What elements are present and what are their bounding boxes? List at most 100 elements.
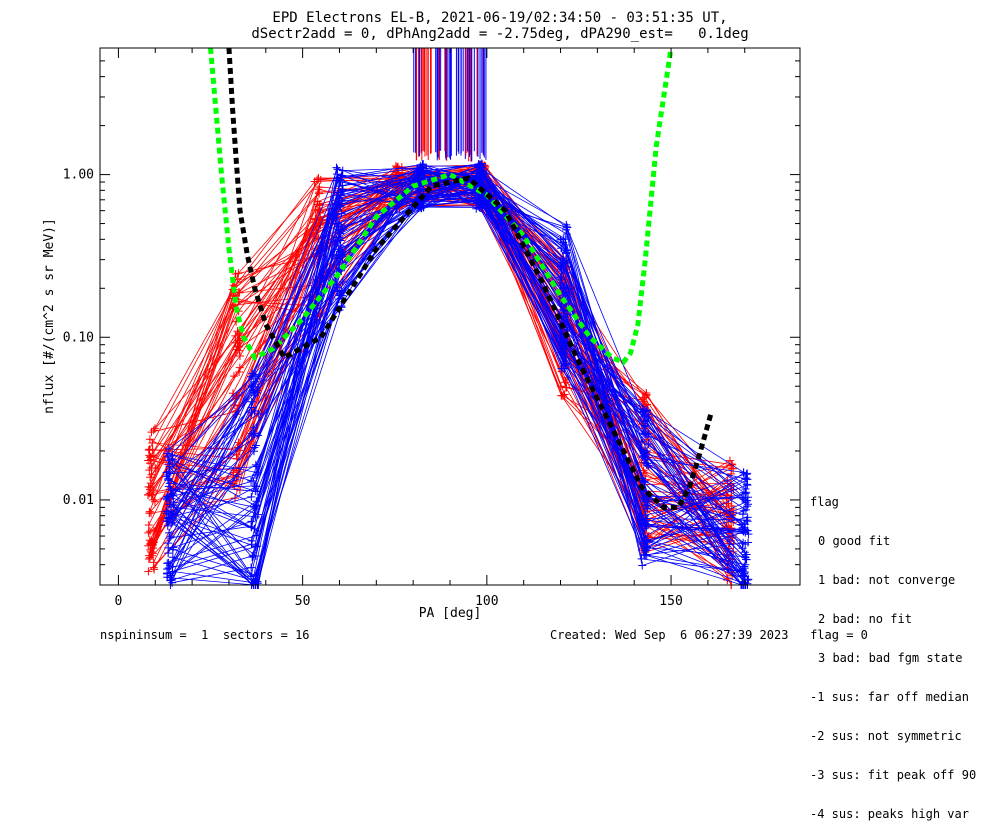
blue-series-marker bbox=[741, 485, 750, 494]
blue-series-marker bbox=[744, 538, 753, 547]
chart-plot: 0 50 100 150 0.01 0.10 1.00 PA [deg] nflux [#/… bbox=[42, 47, 801, 621]
blue-series-line bbox=[172, 195, 748, 541]
blue-series-marker bbox=[249, 447, 258, 456]
blue-series-line bbox=[167, 174, 748, 554]
blue-series-marker bbox=[338, 291, 347, 300]
blue-series-marker bbox=[163, 452, 172, 461]
blue-series-line bbox=[167, 179, 743, 586]
blue-series-marker bbox=[742, 480, 751, 489]
red-series-marker bbox=[147, 463, 156, 472]
blue-series-marker bbox=[336, 236, 345, 245]
blue-series-marker bbox=[417, 204, 426, 213]
red-series-marker bbox=[234, 269, 243, 278]
red-series-marker bbox=[642, 389, 651, 398]
red-series-marker bbox=[557, 391, 566, 400]
legend-item: 1 bad: not converge bbox=[818, 573, 956, 587]
red-series-marker bbox=[144, 520, 153, 529]
blue-series-marker bbox=[165, 517, 174, 526]
red-series-marker bbox=[146, 452, 155, 461]
blue-series-marker bbox=[247, 492, 256, 501]
blue-series-marker bbox=[164, 543, 173, 552]
blue-series-marker bbox=[562, 220, 571, 229]
blue-series-marker bbox=[334, 182, 343, 191]
blue-series-marker bbox=[556, 281, 565, 290]
blue-series-marker bbox=[642, 497, 651, 506]
legend-item: 2 bad: no fit bbox=[818, 612, 912, 626]
x-axis-label: PA [deg] bbox=[419, 606, 482, 621]
blue-series-marker bbox=[337, 196, 346, 205]
red-series-marker bbox=[145, 553, 154, 562]
blue-series-line bbox=[169, 163, 747, 558]
blue-series-marker bbox=[251, 542, 260, 551]
blue-series-marker bbox=[338, 225, 347, 234]
blue-series-line bbox=[168, 171, 743, 586]
blue-series-marker bbox=[252, 374, 261, 383]
blue-series-marker bbox=[561, 360, 570, 369]
blue-series-marker bbox=[644, 440, 653, 449]
blue-series-marker bbox=[333, 287, 342, 296]
blue-series-marker bbox=[743, 517, 752, 526]
red-series-marker bbox=[316, 208, 325, 217]
y-axis-label: nflux [#/(cm^2 s sr MeV)] bbox=[42, 218, 57, 414]
legend-item: -4 sus: peaks high var bbox=[810, 807, 969, 821]
blue-series-marker bbox=[247, 563, 256, 572]
blue-series-marker bbox=[742, 488, 751, 497]
blue-series-line bbox=[170, 173, 743, 531]
blue-series-marker bbox=[251, 575, 260, 584]
red-series-marker bbox=[145, 509, 154, 518]
blue-series-marker bbox=[562, 256, 571, 265]
blue-series-marker bbox=[333, 219, 342, 228]
red-series-marker bbox=[147, 470, 156, 479]
blue-series-marker bbox=[563, 284, 572, 293]
blue-series-marker bbox=[252, 502, 261, 511]
blue-series-marker bbox=[165, 528, 174, 537]
y-tick-label: 0.10 bbox=[63, 330, 94, 345]
blue-series-marker bbox=[168, 491, 177, 500]
red-series-marker bbox=[232, 345, 241, 354]
red-series-marker bbox=[235, 367, 244, 376]
red-series-marker bbox=[310, 177, 319, 186]
blue-series-line bbox=[166, 190, 748, 586]
red-series-marker bbox=[231, 331, 240, 340]
blue-series-marker bbox=[640, 478, 649, 487]
blue-series-marker bbox=[738, 510, 747, 519]
red-series-marker bbox=[314, 174, 323, 183]
blue-series-marker bbox=[739, 571, 748, 580]
blue-series-marker bbox=[247, 372, 256, 381]
blue-series-marker bbox=[253, 386, 262, 395]
red-series-marker bbox=[638, 395, 647, 404]
blue-series-marker bbox=[559, 364, 568, 373]
blue-series-marker bbox=[640, 521, 649, 530]
blue-series-marker bbox=[337, 171, 346, 180]
blue-series-marker bbox=[743, 493, 752, 502]
x-tick-label: 0 bbox=[115, 594, 123, 609]
legend-title: flag bbox=[810, 495, 839, 509]
blue-series-marker bbox=[251, 551, 260, 560]
blue-series-marker bbox=[741, 474, 750, 483]
blue-series-marker bbox=[332, 163, 341, 172]
blue-series-line bbox=[172, 165, 746, 569]
legend-item: 3 bad: bad fgm state bbox=[818, 651, 963, 665]
blue-series-marker bbox=[166, 576, 175, 585]
blue-series-marker bbox=[737, 520, 746, 529]
red-series-marker bbox=[229, 372, 238, 381]
blue-series-marker bbox=[643, 446, 652, 455]
red-series-marker bbox=[234, 467, 243, 476]
blue-series-line bbox=[173, 173, 749, 556]
blue-series-marker bbox=[249, 477, 258, 486]
blue-series-marker bbox=[338, 250, 347, 259]
blue-series-marker bbox=[642, 551, 651, 560]
blue-series-marker bbox=[557, 275, 566, 284]
blue-series-marker bbox=[643, 405, 652, 414]
blue-series-marker bbox=[558, 339, 567, 348]
blue-series-line bbox=[166, 174, 748, 586]
blue-series-marker bbox=[638, 515, 647, 524]
blue-series-marker bbox=[478, 200, 487, 209]
blue-series-marker bbox=[338, 186, 347, 195]
blue-series-marker bbox=[478, 170, 487, 179]
blue-series-marker bbox=[169, 510, 178, 519]
blue-series-marker bbox=[414, 167, 423, 176]
red-series-marker bbox=[145, 459, 154, 468]
blue-series-marker bbox=[337, 209, 346, 218]
footer-created: Created: Wed Sep 6 06:27:39 2023 flag = … bbox=[550, 628, 868, 642]
